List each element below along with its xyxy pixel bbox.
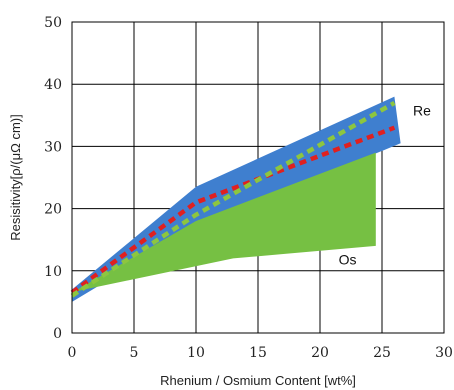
- x-tick-label: 15: [249, 345, 267, 361]
- x-axis-label: Rhenium / Osmium Content [wt%]: [160, 373, 356, 388]
- y-tick-label: 20: [44, 202, 62, 218]
- series-label-re: Re: [413, 102, 431, 118]
- series-label-os: Os: [339, 252, 357, 268]
- x-tick-labels: 0 5 10 15 20 25 30: [68, 345, 453, 361]
- x-tick-label: 0: [68, 345, 77, 361]
- x-tick-label: 20: [311, 345, 329, 361]
- y-tick-label: 10: [44, 264, 62, 280]
- x-tick-label: 30: [435, 345, 453, 361]
- x-tick-label: 25: [373, 345, 391, 361]
- y-tick-labels: 0 10 20 30 40 50: [44, 15, 62, 342]
- y-tick-label: 0: [53, 326, 62, 342]
- y-axis-label: Resisitivity[ρ/(μΩ cm)]: [8, 114, 23, 240]
- x-tick-label: 10: [187, 345, 205, 361]
- band-os: [72, 153, 376, 293]
- y-tick-label: 50: [44, 15, 62, 31]
- y-tick-label: 30: [44, 139, 62, 155]
- y-tick-label: 40: [44, 77, 62, 93]
- x-tick-label: 5: [130, 345, 139, 361]
